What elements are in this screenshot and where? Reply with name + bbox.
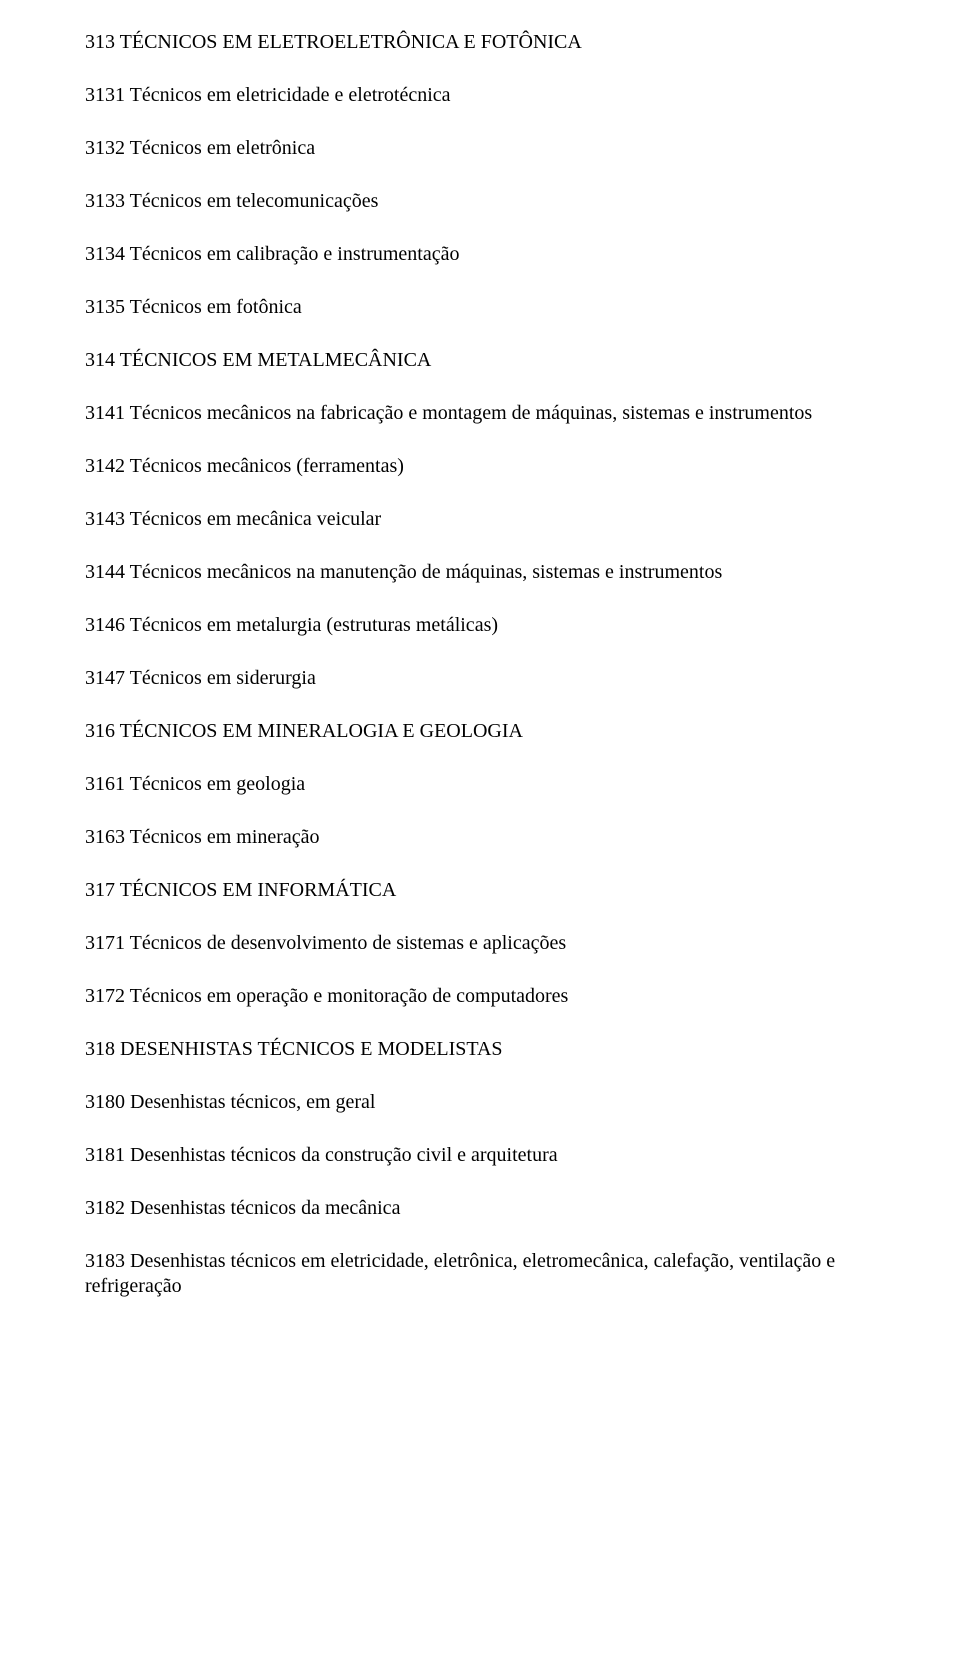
text-line: 313 TÉCNICOS EM ELETROELETRÔNICA E FOTÔN… [85, 30, 875, 55]
document-page: 313 TÉCNICOS EM ELETROELETRÔNICA E FOTÔN… [0, 0, 960, 1669]
text-line: 3146 Técnicos em metalurgia (estruturas … [85, 613, 875, 638]
text-line: 3141 Técnicos mecânicos na fabricação e … [85, 401, 875, 426]
text-line: 3180 Desenhistas técnicos, em geral [85, 1090, 875, 1115]
text-line: 3134 Técnicos em calibração e instrument… [85, 242, 875, 267]
text-line: 3132 Técnicos em eletrônica [85, 136, 875, 161]
text-line: 318 DESENHISTAS TÉCNICOS E MODELISTAS [85, 1037, 875, 1062]
text-line: 3182 Desenhistas técnicos da mecânica [85, 1196, 875, 1221]
text-line: 3172 Técnicos em operação e monitoração … [85, 984, 875, 1009]
text-line: 3163 Técnicos em mineração [85, 825, 875, 850]
text-line: 3171 Técnicos de desenvolvimento de sist… [85, 931, 875, 956]
text-line: 3161 Técnicos em geologia [85, 772, 875, 797]
text-line: 317 TÉCNICOS EM INFORMÁTICA [85, 878, 875, 903]
text-line: 314 TÉCNICOS EM METALMECÂNICA [85, 348, 875, 373]
text-line: 3144 Técnicos mecânicos na manutenção de… [85, 560, 875, 585]
text-line: 3183 Desenhistas técnicos em eletricidad… [85, 1249, 875, 1299]
text-line: 3133 Técnicos em telecomunicações [85, 189, 875, 214]
text-line: 3142 Técnicos mecânicos (ferramentas) [85, 454, 875, 479]
text-line: 3181 Desenhistas técnicos da construção … [85, 1143, 875, 1168]
text-line: 3131 Técnicos em eletricidade e eletroté… [85, 83, 875, 108]
text-line: 3135 Técnicos em fotônica [85, 295, 875, 320]
text-line: 3147 Técnicos em siderurgia [85, 666, 875, 691]
text-line: 316 TÉCNICOS EM MINERALOGIA E GEOLOGIA [85, 719, 875, 744]
text-line: 3143 Técnicos em mecânica veicular [85, 507, 875, 532]
